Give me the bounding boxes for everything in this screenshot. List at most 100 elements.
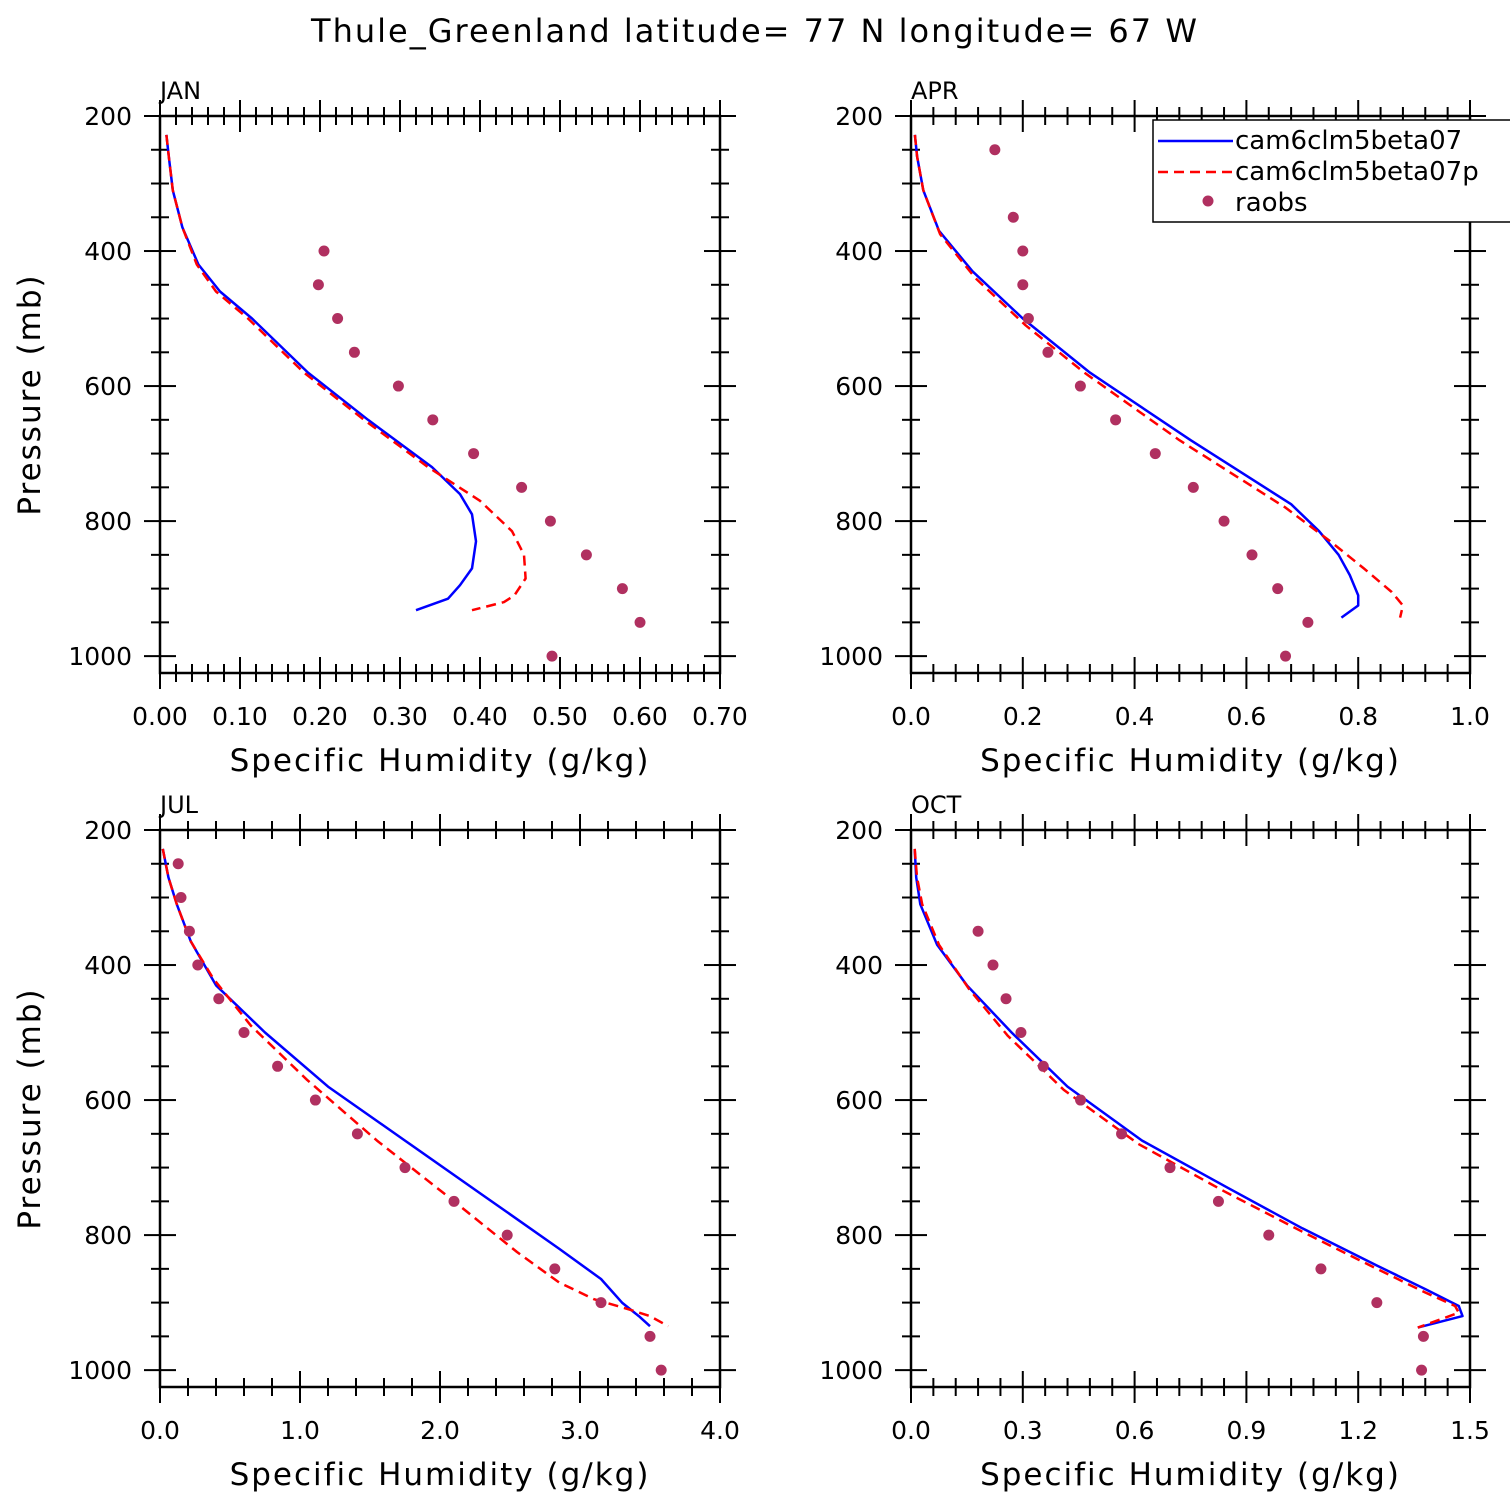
x-tick-label: 1.2 <box>1338 1416 1378 1445</box>
raobs-point <box>192 959 204 971</box>
y-tick-label: 400 <box>84 237 132 266</box>
raobs-point <box>213 993 225 1005</box>
panel-label: JAN <box>158 77 201 105</box>
raobs-point <box>1302 616 1314 628</box>
raobs-point <box>309 1094 321 1106</box>
raobs-point <box>1263 1229 1275 1241</box>
x-tick-label: 0.60 <box>612 702 668 731</box>
plot-frame <box>909 114 1472 675</box>
legend-swatch-dot <box>1202 195 1214 207</box>
x-tick-label: 0.9 <box>1227 1416 1267 1445</box>
plot-frame <box>158 828 722 1389</box>
y-tick-label: 400 <box>835 951 883 980</box>
raobs-point <box>1017 279 1029 291</box>
panels-layer: JAN 200 400 600 800 1000 0.00 0.10 0.20 0.30 0.40 0… <box>12 77 1490 1493</box>
raobs-point <box>175 892 187 904</box>
y-tick-label: 600 <box>835 1086 883 1115</box>
raobs-point <box>972 925 984 937</box>
y-tick-label: 800 <box>84 1221 132 1250</box>
y-tick-label: 400 <box>84 951 132 980</box>
raobs-point <box>516 481 528 493</box>
plot-frame <box>158 114 722 675</box>
x-axis-label: Specific Humidity (g/kg) <box>980 743 1401 779</box>
y-tick-label: 200 <box>84 816 132 845</box>
raobs-point <box>544 515 556 527</box>
y-tick-label: 1000 <box>68 642 132 671</box>
raobs-point <box>1116 1128 1128 1140</box>
x-tick-label: 2.0 <box>420 1416 460 1445</box>
raobs-point <box>348 346 360 358</box>
y-axis-label: Pressure (mb) <box>12 273 48 515</box>
panel-label: OCT <box>911 791 962 819</box>
raobs-point <box>546 650 558 662</box>
x-tick-label: 4.0 <box>700 1416 740 1445</box>
raobs-point <box>1218 515 1230 527</box>
legend-label-2: raobs <box>1235 188 1308 218</box>
series-line-cam6clm5beta07 <box>913 848 1464 1329</box>
x-axis-label: Specific Humidity (g/kg) <box>230 1457 651 1493</box>
series-line-cam6clm5beta07p <box>913 134 1405 618</box>
y-axis-label: Pressure (mb) <box>12 987 48 1229</box>
raobs-point <box>1042 346 1054 358</box>
panel-oct: OCT 200 400 600 800 1000 0.0 0.3 0.6 0.9 1.2 1.5 Spe… <box>819 791 1490 1493</box>
x-tick-label: 0.50 <box>532 702 588 731</box>
raobs-point <box>183 925 195 937</box>
y-tick-label: 400 <box>835 237 883 266</box>
raobs-point <box>655 1364 667 1376</box>
raobs-point <box>172 858 184 870</box>
raobs-point <box>1075 1094 1087 1106</box>
raobs-point <box>1007 211 1019 223</box>
raobs-point <box>580 549 592 561</box>
raobs-point <box>1000 993 1012 1005</box>
x-tick-label: 0.20 <box>292 702 348 731</box>
raobs-point <box>1015 1027 1027 1039</box>
raobs-point <box>1416 1364 1428 1376</box>
raobs-point <box>332 313 344 325</box>
raobs-point <box>312 279 324 291</box>
y-tick-label: 800 <box>835 1221 883 1250</box>
legend-label-0: cam6clm5beta07 <box>1235 126 1462 156</box>
y-tick-label: 800 <box>84 507 132 536</box>
x-tick-label: 0.0 <box>140 1416 180 1445</box>
raobs-point <box>1037 1060 1049 1072</box>
raobs-point <box>1110 414 1122 426</box>
y-tick-label: 600 <box>835 372 883 401</box>
raobs-point <box>1074 380 1086 392</box>
x-tick-label: 0.40 <box>452 702 508 731</box>
x-tick-label: 0.0 <box>891 702 931 731</box>
series-line-cam6clm5beta07 <box>165 134 478 612</box>
raobs-point <box>1371 1297 1383 1309</box>
x-tick-label: 1.0 <box>1450 702 1490 731</box>
y-tick-label: 200 <box>84 102 132 131</box>
raobs-point <box>1164 1162 1176 1174</box>
series-line-cam6clm5beta07p <box>165 134 527 612</box>
y-tick-label: 1000 <box>68 1356 132 1385</box>
raobs-point <box>595 1297 607 1309</box>
panel-jan: JAN 200 400 600 800 1000 0.00 0.10 0.20 0.30 0.40 0… <box>12 77 748 779</box>
raobs-point <box>1246 549 1258 561</box>
x-tick-label: 0.6 <box>1115 1416 1155 1445</box>
x-tick-label: 0.3 <box>1003 1416 1043 1445</box>
raobs-point <box>1272 583 1284 595</box>
x-tick-label: 1.0 <box>280 1416 320 1445</box>
series-line-cam6clm5beta07p <box>161 848 669 1328</box>
x-axis-label: Specific Humidity (g/kg) <box>230 743 651 779</box>
raobs-point <box>616 583 628 595</box>
raobs-point <box>1212 1195 1224 1207</box>
raobs-point <box>644 1330 656 1342</box>
x-tick-label: 0.10 <box>212 702 268 731</box>
x-axis-label: Specific Humidity (g/kg) <box>980 1457 1401 1493</box>
raobs-point <box>1315 1263 1327 1275</box>
panel-label: APR <box>911 77 959 105</box>
x-tick-label: 0.6 <box>1227 702 1267 731</box>
x-tick-label: 0.00 <box>132 702 188 731</box>
series-line-cam6clm5beta07p <box>913 848 1461 1329</box>
x-tick-label: 0.8 <box>1338 702 1378 731</box>
y-tick-label: 600 <box>84 1086 132 1115</box>
raobs-point <box>549 1263 561 1275</box>
legend: cam6clm5beta07 cam6clm5beta07p raobs <box>1152 119 1510 223</box>
panel-jul: JUL 200 400 600 800 1000 0.0 1.0 2.0 3.0 4.0 Specif… <box>12 791 740 1493</box>
x-tick-label: 0.30 <box>372 702 428 731</box>
y-tick-label: 200 <box>835 102 883 131</box>
